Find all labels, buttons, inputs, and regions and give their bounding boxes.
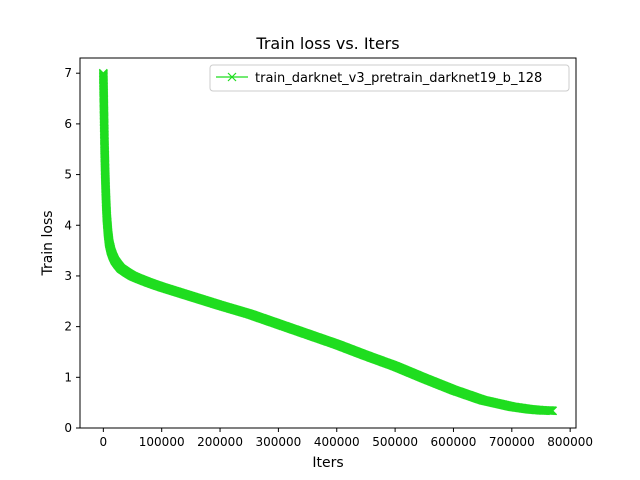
x-axis-label: Iters <box>312 455 343 471</box>
legend: train_darknet_v3_pretrain_darknet19_b_12… <box>209 64 570 92</box>
chart-title: Train loss vs. Iters <box>255 34 399 53</box>
y-tick-label: 3 <box>64 269 72 283</box>
y-tick-label: 6 <box>64 117 72 131</box>
x-tick-label: 400000 <box>314 435 360 449</box>
x-tick-label: 800000 <box>547 435 593 449</box>
plot-frame <box>79 57 577 429</box>
y-axis: 0 1 2 3 4 5 6 7 <box>64 66 80 435</box>
x-tick-label: 500000 <box>372 435 418 449</box>
x-tick-label: 200000 <box>197 435 243 449</box>
legend-box <box>209 64 570 92</box>
y-tick-label: 0 <box>64 421 72 435</box>
x-tick-label: 300000 <box>255 435 301 449</box>
plot-area <box>98 68 558 416</box>
y-axis-label: Train loss <box>40 210 56 276</box>
x-axis: 0 100000 200000 300000 400000 500000 600000 700… <box>100 428 593 449</box>
y-tick-label: 7 <box>64 66 72 80</box>
x-tick-label: 0 <box>100 435 108 449</box>
legend-marker-x <box>227 72 237 82</box>
y-tick-label: 5 <box>64 168 72 182</box>
y-tick-label: 1 <box>64 370 72 384</box>
legend-label: train_darknet_v3_pretrain_darknet19_b_12… <box>255 71 542 86</box>
x-tick-label: 700000 <box>489 435 535 449</box>
x-tick-label: 100000 <box>139 435 185 449</box>
x-tick-label: 600000 <box>431 435 477 449</box>
series-markers <box>98 68 558 416</box>
y-tick-label: 2 <box>64 320 72 334</box>
y-tick-label: 4 <box>64 218 72 232</box>
